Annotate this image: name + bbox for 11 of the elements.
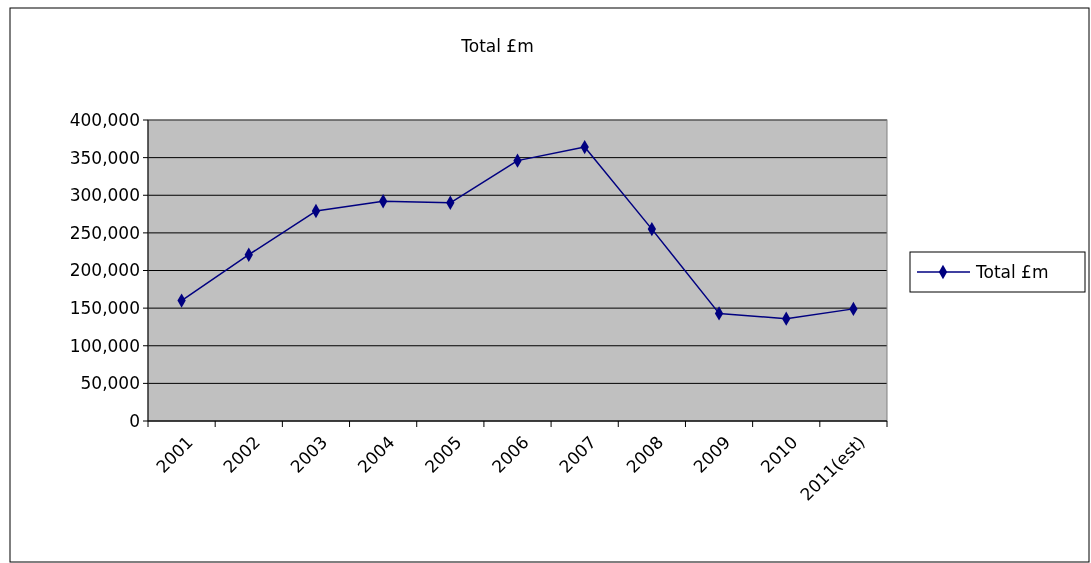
y-tick-label: 50,000 [80,373,140,394]
y-tick-label: 150,000 [69,298,140,319]
y-tick-label: 350,000 [69,147,140,168]
y-tick-label: 400,000 [69,109,140,130]
y-tick-label: 0 [129,410,140,431]
y-tick-label: 300,000 [69,185,140,206]
legend-label: Total £m [975,261,1049,282]
y-tick-label: 100,000 [69,335,140,356]
chart-title: Total £m [460,36,534,56]
y-tick-label: 200,000 [69,260,140,281]
y-tick-label: 250,000 [69,222,140,243]
